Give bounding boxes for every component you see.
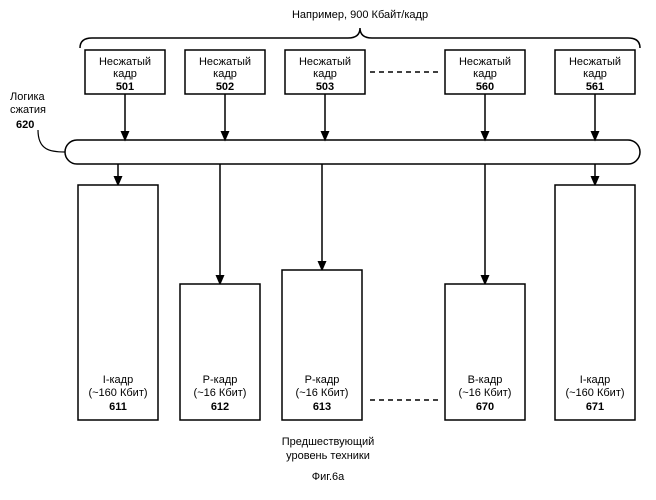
box-label: кадр [313, 68, 337, 80]
compressed-frame-box [180, 284, 260, 420]
box-label: (~160 Кбит) [88, 387, 147, 399]
box-number: 612 [211, 401, 229, 413]
box-number: 611 [109, 401, 127, 413]
box-number: 613 [313, 401, 331, 413]
box-label: (~16 Кбит) [459, 387, 512, 399]
box-label: кадр [583, 68, 607, 80]
box-label: (~160 Кбит) [565, 387, 624, 399]
figure-label: Фиг.6a [312, 471, 345, 483]
box-label: P-кадр [203, 374, 238, 386]
box-label: Несжатый [99, 56, 151, 68]
box-label: P-кадр [305, 374, 340, 386]
box-label: B-кадр [468, 374, 503, 386]
box-label: кадр [213, 68, 237, 80]
box-label: (~16 Кбит) [296, 387, 349, 399]
box-number: 671 [586, 401, 604, 413]
compression-logic-bar [65, 140, 640, 164]
side-label: сжатия [10, 104, 46, 116]
box-label: кадр [473, 68, 497, 80]
box-number: 670 [476, 401, 494, 413]
box-number: 501 [116, 81, 134, 93]
side-label: Логика [10, 91, 46, 103]
box-number: 561 [586, 81, 604, 93]
side-label-num: 620 [16, 119, 34, 131]
box-label: I-кадр [580, 374, 610, 386]
box-label: кадр [113, 68, 137, 80]
header-label: Например, 900 Кбайт/кадр [292, 9, 428, 21]
box-label: Несжатый [569, 56, 621, 68]
footer-label: уровень техники [286, 450, 370, 462]
box-number: 503 [316, 81, 334, 93]
footer-label: Предшествующий [282, 436, 375, 448]
box-label: Несжатый [459, 56, 511, 68]
box-label: I-кадр [103, 374, 133, 386]
box-number: 560 [476, 81, 494, 93]
compressed-frame-box [445, 284, 525, 420]
box-label: Несжатый [199, 56, 251, 68]
box-label: Несжатый [299, 56, 351, 68]
box-label: (~16 Кбит) [194, 387, 247, 399]
box-number: 502 [216, 81, 234, 93]
